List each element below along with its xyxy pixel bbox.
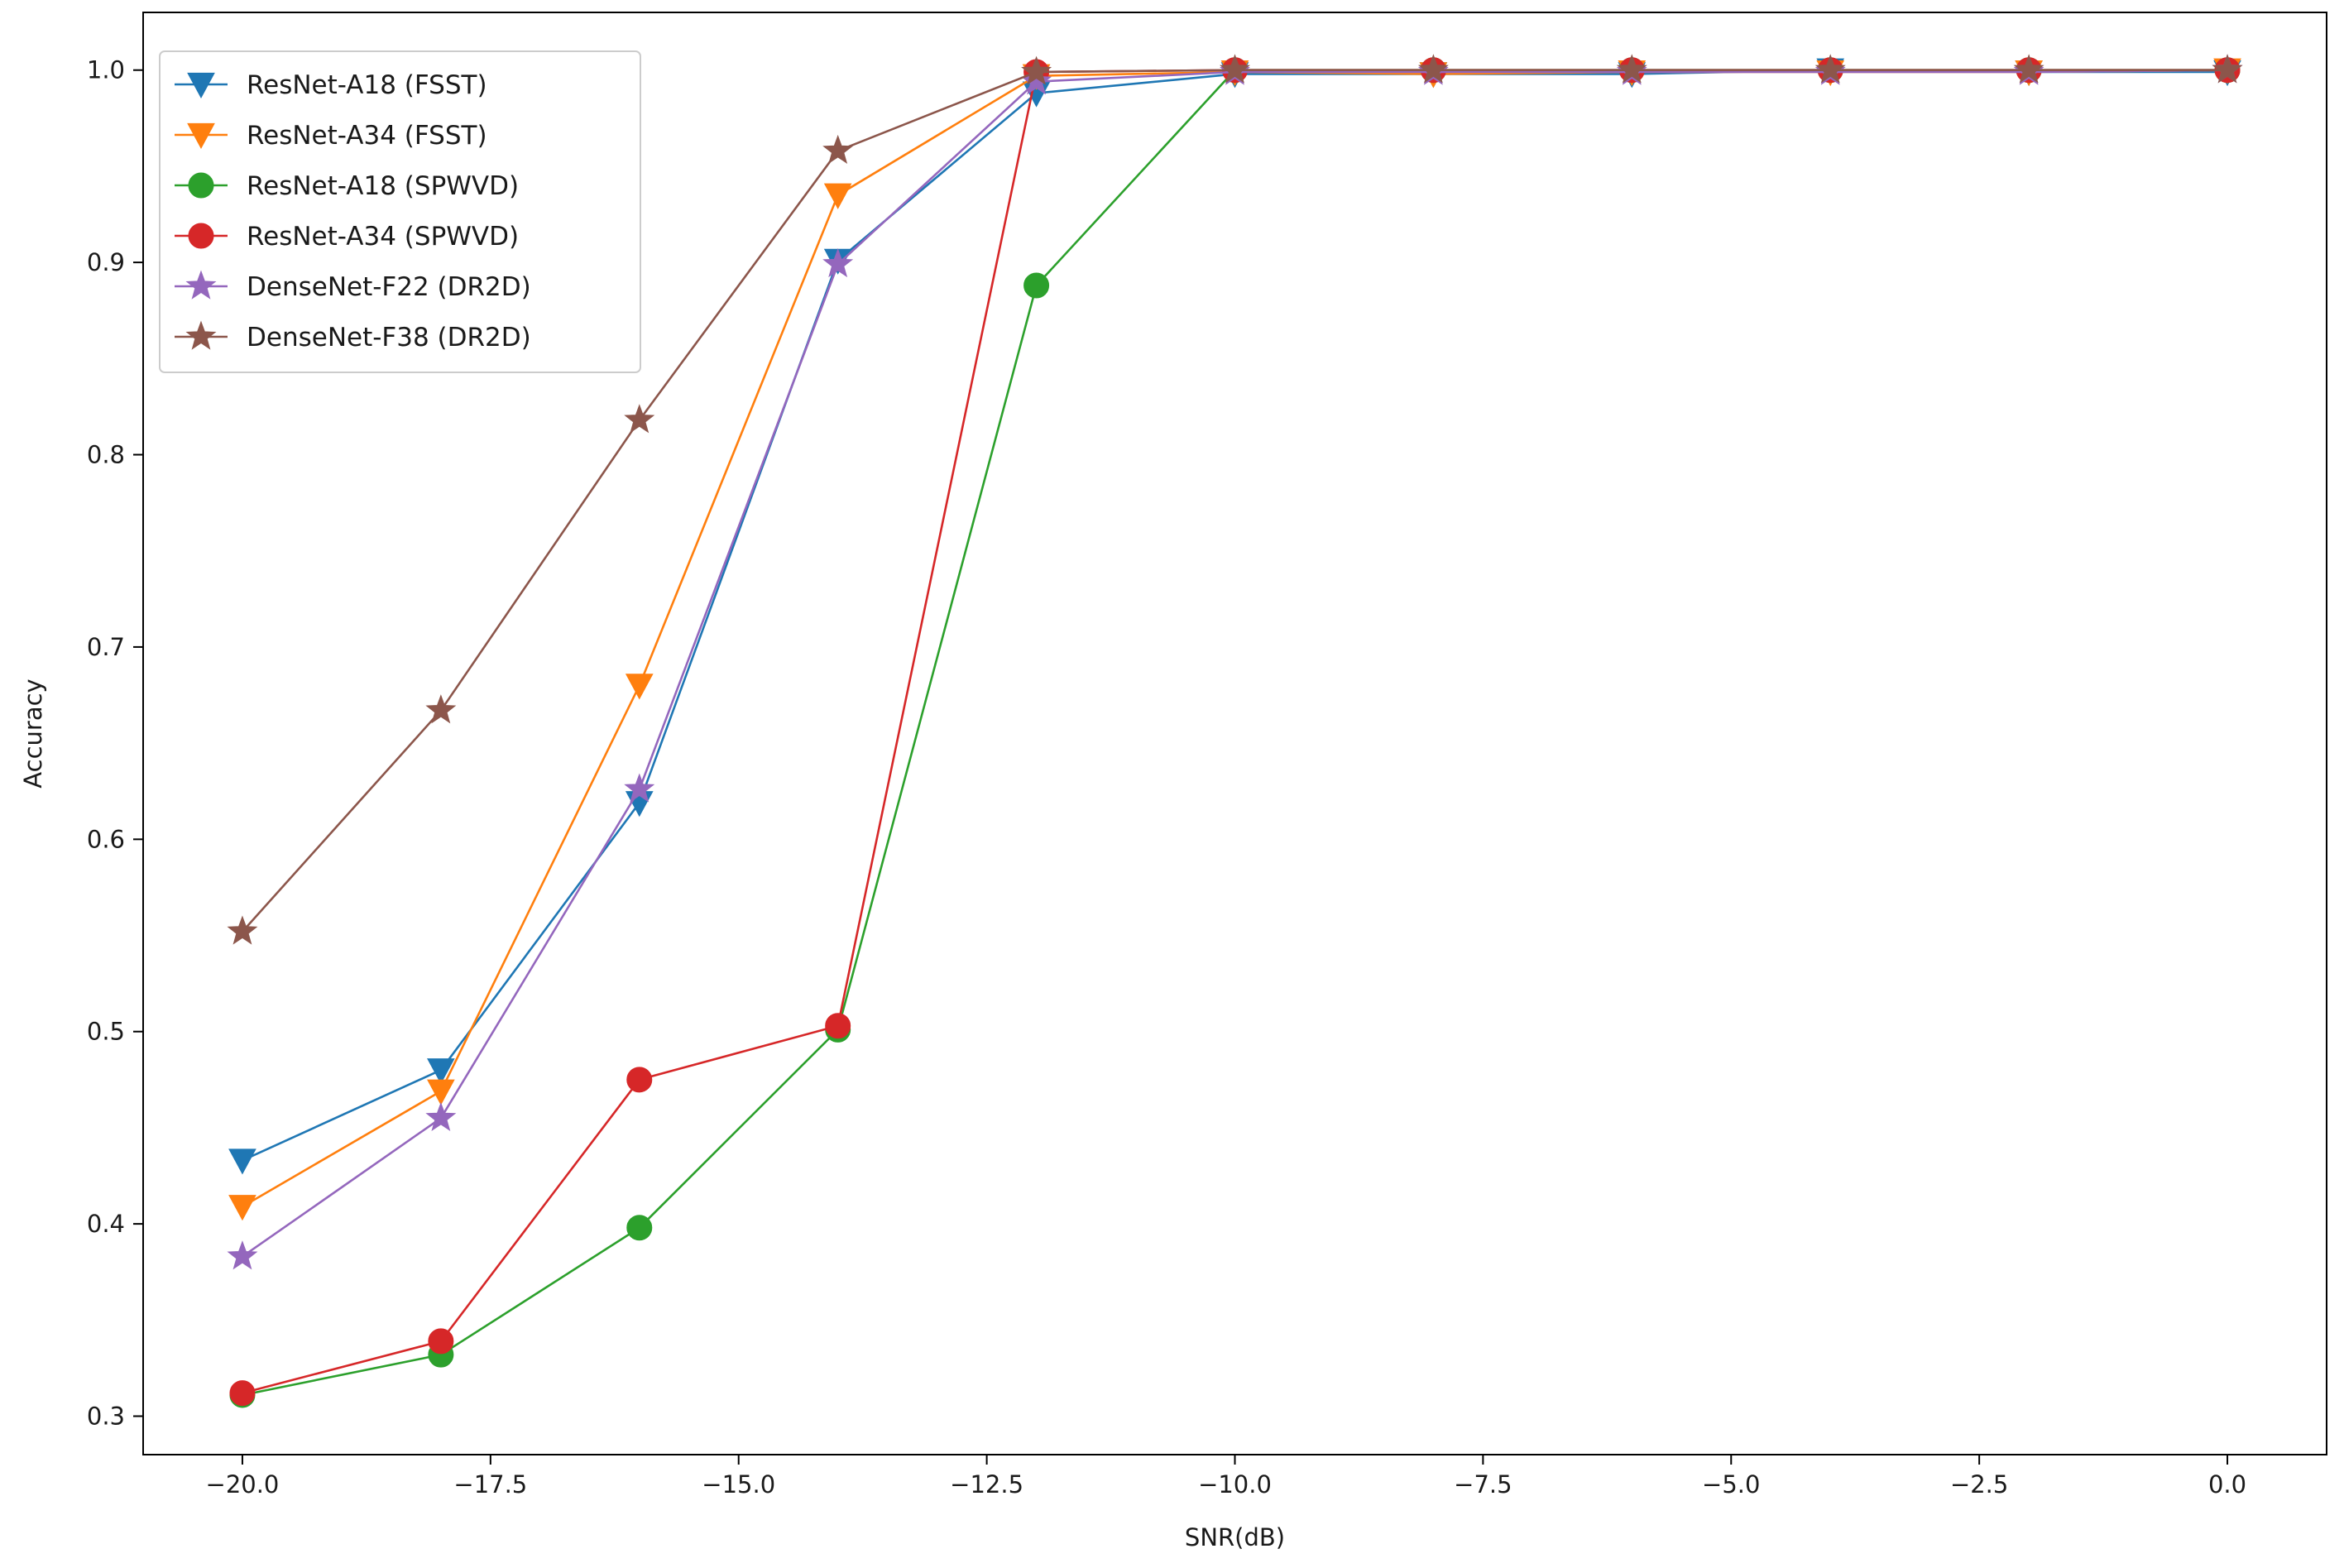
data-point bbox=[227, 1240, 258, 1270]
y-tick-label: 0.8 bbox=[87, 441, 125, 469]
data-point bbox=[427, 1058, 455, 1085]
data-point bbox=[228, 1195, 256, 1221]
data-point bbox=[823, 183, 852, 209]
legend-marker bbox=[185, 270, 217, 300]
data-point bbox=[624, 404, 655, 434]
data-point bbox=[626, 1067, 653, 1093]
x-tick-label: −2.5 bbox=[1950, 1470, 2008, 1498]
data-point bbox=[2212, 54, 2243, 84]
legend-label: DenseNet-F22 (DR2D) bbox=[247, 272, 531, 302]
y-tick-label: 0.7 bbox=[87, 633, 125, 661]
x-tick-label: −5.0 bbox=[1702, 1470, 1760, 1498]
data-point bbox=[228, 1148, 256, 1175]
legend-marker bbox=[185, 320, 217, 350]
data-point bbox=[427, 1079, 455, 1105]
legend-item: ResNet-A34 (SPWVD) bbox=[175, 222, 519, 252]
legend-label: ResNet-A18 (SPWVD) bbox=[247, 171, 519, 201]
x-axis-label: SNR(dB) bbox=[1185, 1523, 1285, 1551]
legend-item: ResNet-A34 (FSST) bbox=[175, 121, 487, 151]
legend: ResNet-A18 (FSST) ResNet-A34 (FSST) ResNet… bbox=[159, 50, 641, 373]
legend-label: ResNet-A18 (FSST) bbox=[247, 70, 487, 100]
y-tick-label: 0.9 bbox=[87, 248, 125, 276]
data-point bbox=[1814, 54, 1846, 84]
legend-marker bbox=[188, 172, 214, 199]
data-point bbox=[822, 134, 854, 165]
y-tick-label: 0.3 bbox=[87, 1403, 125, 1431]
data-point bbox=[626, 1215, 653, 1241]
data-point bbox=[825, 1013, 851, 1039]
legend-marker bbox=[188, 223, 214, 249]
data-point bbox=[1021, 55, 1052, 85]
y-axis: 0.3 0.4 0.5 0.6 0.7 0.8 0.9 1.0 bbox=[87, 56, 143, 1431]
legend-label: ResNet-A34 (FSST) bbox=[247, 121, 487, 151]
x-tick-label: −10.0 bbox=[1198, 1470, 1272, 1498]
data-point bbox=[2013, 54, 2044, 84]
data-point bbox=[1023, 272, 1050, 299]
legend-box bbox=[159, 50, 641, 373]
x-axis: −20.0 −17.5 −15.0 −12.5 −10.0 −7.5 −5.0 −2.5 0.0 bbox=[206, 1455, 2246, 1498]
x-tick-label: 0.0 bbox=[2208, 1470, 2246, 1498]
legend-marker bbox=[187, 72, 215, 99]
series-6 bbox=[227, 54, 2243, 945]
data-point bbox=[1616, 54, 1647, 84]
y-tick-label: 0.5 bbox=[87, 1018, 125, 1046]
data-point bbox=[425, 1101, 457, 1132]
legend-item: ResNet-A18 (SPWVD) bbox=[175, 171, 519, 201]
y-tick-label: 1.0 bbox=[87, 56, 125, 84]
y-tick-label: 0.4 bbox=[87, 1210, 125, 1238]
legend-item: DenseNet-F38 (DR2D) bbox=[175, 320, 531, 352]
series-layer bbox=[227, 54, 2243, 1408]
legend-marker bbox=[187, 122, 215, 150]
data-point bbox=[227, 915, 258, 945]
data-point bbox=[624, 773, 655, 803]
legend-label: DenseNet-F38 (DR2D) bbox=[247, 323, 531, 352]
data-point bbox=[425, 694, 457, 724]
data-point bbox=[1220, 54, 1250, 84]
legend-label: ResNet-A34 (SPWVD) bbox=[247, 222, 519, 252]
x-tick-label: −7.5 bbox=[1454, 1470, 1512, 1498]
x-tick-label: −17.5 bbox=[453, 1470, 527, 1498]
y-tick-label: 0.6 bbox=[87, 825, 125, 853]
x-tick-label: −12.5 bbox=[950, 1470, 1023, 1498]
data-point bbox=[1417, 54, 1449, 84]
legend-item: ResNet-A18 (FSST) bbox=[175, 70, 487, 100]
x-tick-label: −15.0 bbox=[702, 1470, 775, 1498]
legend-item: DenseNet-F22 (DR2D) bbox=[175, 270, 531, 302]
y-axis-label: Accuracy bbox=[19, 679, 47, 788]
x-tick-label: −20.0 bbox=[206, 1470, 280, 1498]
data-point bbox=[625, 674, 654, 700]
data-point bbox=[229, 1380, 256, 1407]
data-point bbox=[428, 1328, 454, 1355]
data-point bbox=[822, 247, 854, 278]
